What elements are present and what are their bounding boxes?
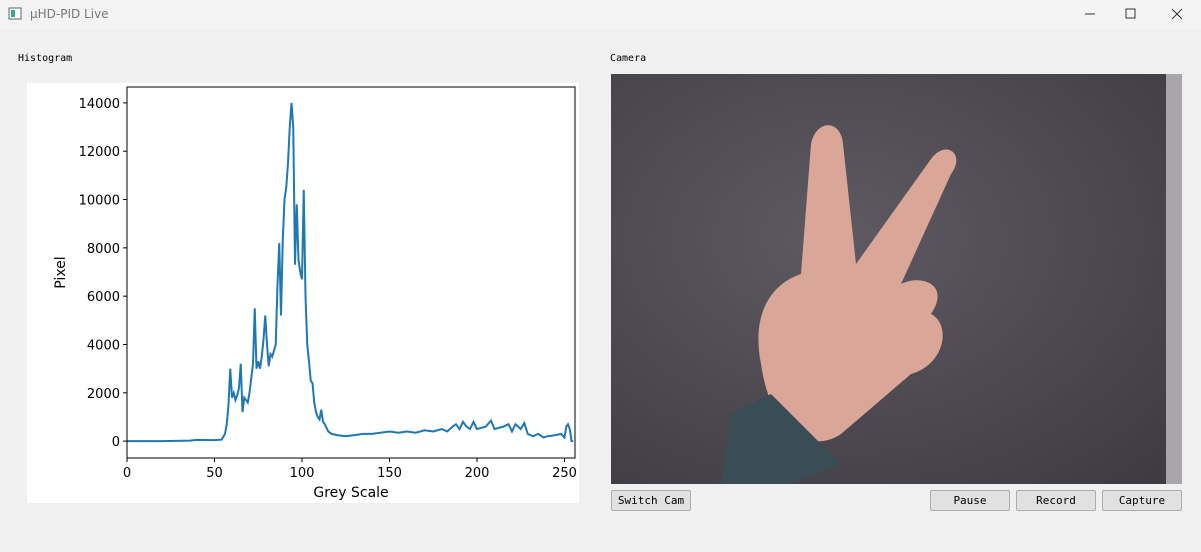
y-tick-label: 4000: [87, 338, 120, 353]
y-axis-label: Pixel: [53, 256, 69, 288]
y-tick-label: 14000: [79, 97, 120, 112]
panel-label: Camera: [610, 53, 647, 64]
x-axis-label: Grey Scale: [313, 485, 388, 501]
x-tick-label: 200: [465, 466, 490, 481]
histogram-chart: 0 2000 4000 6000 8000 10000 12000 14000 0 50 100 15…: [27, 83, 579, 503]
window-title: µHD-PID Live: [30, 7, 109, 21]
y-tick-label: 0: [112, 435, 120, 450]
histogram-line: [127, 102, 574, 443]
title-bar: µHD-PID Live: [0, 0, 1201, 30]
x-tick-label: 100: [290, 466, 315, 481]
y-tick-label: 10000: [79, 194, 120, 209]
record-button[interactable]: Record: [1016, 490, 1096, 511]
y-tick-label: 2000: [87, 387, 120, 402]
x-tick-label: 50: [206, 466, 223, 481]
capture-button[interactable]: Capture: [1102, 490, 1182, 511]
app-icon: [8, 7, 22, 20]
window-controls[interactable]: [1070, 0, 1201, 30]
y-tick-label: 8000: [87, 242, 120, 257]
x-tick-label: 0: [123, 466, 131, 481]
camera-view: [611, 74, 1182, 484]
pause-button[interactable]: Pause: [930, 490, 1010, 511]
switch-cam-button[interactable]: Switch Cam: [611, 490, 691, 511]
x-tick-label: 150: [377, 466, 402, 481]
panel-label: Histogram: [18, 53, 73, 64]
x-tick-label: 250: [552, 466, 577, 481]
y-tick-label: 6000: [87, 290, 120, 305]
plot-frame: [126, 86, 576, 459]
y-tick-label: 12000: [79, 145, 120, 160]
